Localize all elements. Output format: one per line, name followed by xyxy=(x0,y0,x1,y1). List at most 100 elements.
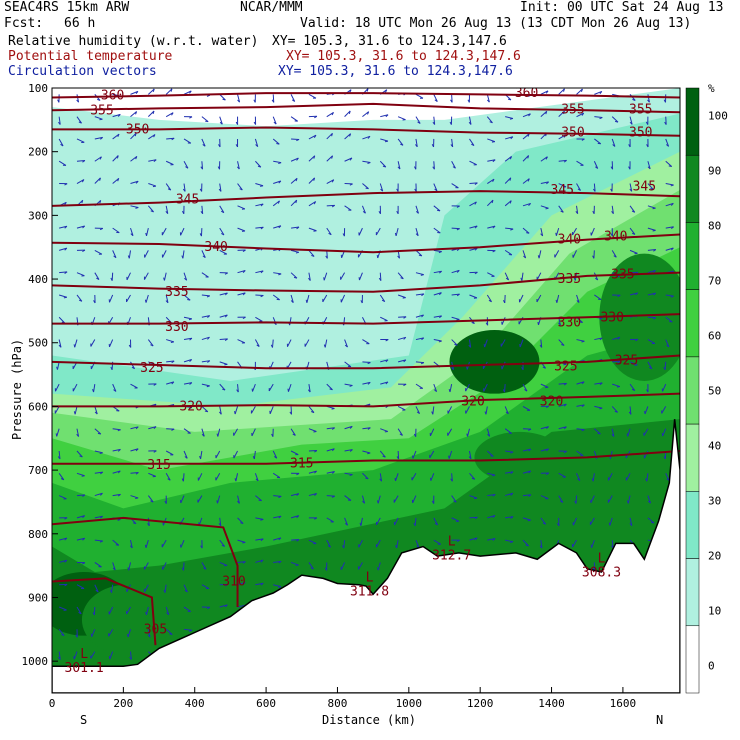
vector-arrowhead xyxy=(127,567,130,571)
vector-arrowhead xyxy=(131,366,135,370)
circulation-vector xyxy=(94,406,98,415)
circulation-vector xyxy=(112,155,119,162)
circulation-vector xyxy=(433,249,442,253)
vector-arrowhead xyxy=(579,321,583,323)
circulation-vector xyxy=(76,472,85,477)
circulation-vector xyxy=(486,428,491,437)
circulation-vector xyxy=(237,205,246,210)
vector-arrowhead xyxy=(260,582,264,586)
vector-arrowhead xyxy=(206,606,211,610)
vector-arrowhead xyxy=(78,611,82,615)
vector-arrowhead xyxy=(652,229,656,232)
vector-arrowhead xyxy=(331,179,335,183)
vector-arrowhead xyxy=(75,634,78,638)
vector-arrowhead xyxy=(260,270,264,274)
circulation-vector xyxy=(572,250,577,258)
vector-arrowhead xyxy=(646,144,649,148)
vector-arrowhead xyxy=(313,155,316,159)
theta-label-330: 330 xyxy=(165,320,188,335)
vector-arrowhead xyxy=(556,523,560,527)
vector-arrowhead xyxy=(224,604,228,608)
vector-arrowhead xyxy=(647,99,650,103)
vector-arrowhead xyxy=(82,515,86,519)
vector-arrowhead xyxy=(163,277,165,281)
circulation-vector xyxy=(308,93,317,99)
vector-arrowhead xyxy=(290,300,294,304)
vector-arrowhead xyxy=(182,188,186,192)
circulation-vector xyxy=(558,403,567,407)
vector-arrowhead xyxy=(189,359,193,362)
circulation-vector xyxy=(643,428,649,436)
vector-arrowhead xyxy=(581,404,585,408)
vector-arrowhead xyxy=(82,249,86,253)
vector-arrowhead xyxy=(416,411,420,414)
low-symbol: L xyxy=(448,534,456,549)
theta-label-350: 350 xyxy=(126,122,149,137)
circulation-vector xyxy=(165,606,170,615)
vector-arrowhead xyxy=(367,111,370,115)
circulation-vector xyxy=(94,450,103,454)
vector-arrowhead xyxy=(260,226,264,230)
circulation-vector xyxy=(144,250,149,258)
circulation-vector xyxy=(290,157,299,162)
colorbar-label: 30 xyxy=(708,495,721,508)
y-tick-label: 800 xyxy=(28,528,48,541)
vector-arrowhead xyxy=(64,271,68,274)
theta-contour-345 xyxy=(52,190,680,207)
vector-arrowhead xyxy=(128,344,132,348)
theta-label-335: 335 xyxy=(611,268,634,283)
circulation-vector xyxy=(233,428,238,436)
vector-arrowhead xyxy=(207,360,211,363)
vector-arrowhead xyxy=(170,341,174,343)
circulation-vector xyxy=(430,473,435,481)
circulation-vector xyxy=(219,338,228,341)
circulation-vector xyxy=(323,272,328,281)
circulation-vector xyxy=(433,183,438,192)
circulation-vector xyxy=(255,538,264,541)
circulation-vector xyxy=(362,339,370,345)
vector-arrowhead xyxy=(505,411,509,415)
vector-arrowhead xyxy=(342,545,345,549)
circulation-vector xyxy=(326,250,328,259)
circulation-vector xyxy=(200,450,203,459)
vector-arrowhead xyxy=(466,433,469,437)
circulation-vector xyxy=(322,294,328,303)
theta-label-345: 345 xyxy=(176,192,199,207)
theta-contour-355 xyxy=(52,102,680,114)
circulation-vector xyxy=(126,606,131,615)
circulation-vector xyxy=(429,428,435,437)
circulation-vector xyxy=(198,517,203,526)
vector-arrowhead xyxy=(555,232,557,236)
circulation-vector xyxy=(469,247,478,251)
vector-arrowhead xyxy=(260,203,264,207)
vector-arrowhead xyxy=(307,389,311,393)
circulation-vector xyxy=(326,539,331,548)
circulation-vector xyxy=(576,205,579,214)
vector-arrowhead xyxy=(64,559,68,563)
circulation-vector xyxy=(58,316,66,324)
circulation-vector xyxy=(147,339,154,347)
vector-arrowhead xyxy=(296,493,300,497)
circulation-vector xyxy=(272,200,280,207)
vector-arrowhead xyxy=(367,162,371,164)
vector-arrowhead xyxy=(200,166,203,170)
vector-arrowhead xyxy=(235,144,238,148)
circulation-vector xyxy=(397,138,404,146)
circulation-vector xyxy=(183,628,193,631)
vector-arrowhead xyxy=(545,405,550,409)
circulation-vector xyxy=(272,472,281,479)
vector-arrowhead xyxy=(99,156,102,160)
circulation-vector xyxy=(576,473,581,481)
circulation-vector xyxy=(451,183,459,189)
circulation-vector xyxy=(415,205,419,214)
circulation-vector xyxy=(576,294,580,303)
circulation-vector xyxy=(340,562,346,570)
vector-arrowhead xyxy=(296,157,299,161)
circulation-vector xyxy=(108,606,114,615)
vector-arrowhead xyxy=(92,389,95,393)
vector-arrowhead xyxy=(397,255,400,259)
circulation-vector xyxy=(58,450,61,460)
circulation-vector xyxy=(59,559,67,563)
circulation-vector xyxy=(644,406,649,415)
vector-arrowhead xyxy=(255,478,259,482)
